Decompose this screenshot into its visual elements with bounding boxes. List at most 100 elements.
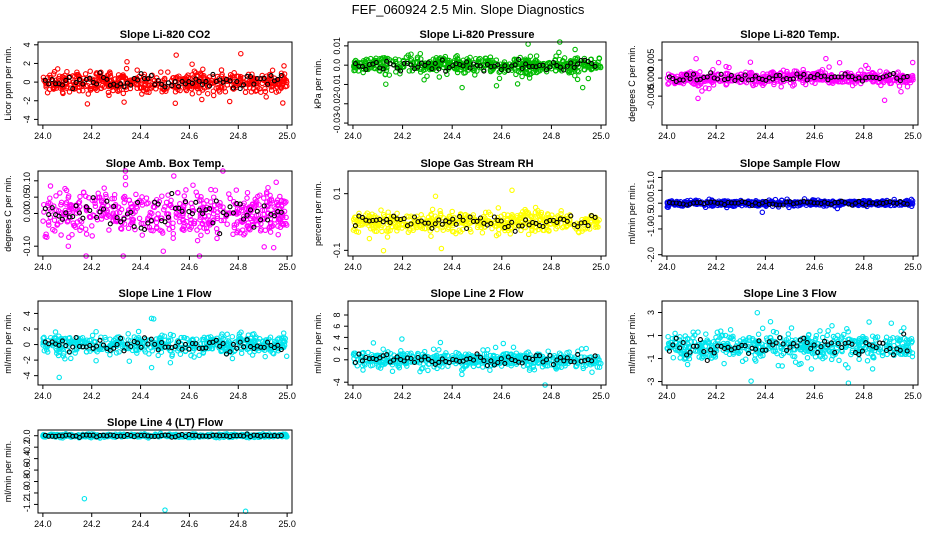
x-tick-label: 24.4 xyxy=(132,262,150,272)
data-point xyxy=(826,64,832,70)
reference-point xyxy=(261,75,267,81)
reference-point xyxy=(443,68,449,74)
reference-point xyxy=(512,228,518,234)
data-point xyxy=(436,347,442,353)
reference-point xyxy=(162,84,168,90)
data-point xyxy=(575,69,582,75)
reference-point xyxy=(59,82,65,88)
reference-point xyxy=(401,60,407,66)
data-point xyxy=(46,222,52,228)
reference-point xyxy=(73,80,79,86)
x-tick-label: 24.4 xyxy=(757,131,775,141)
data-point xyxy=(487,54,494,60)
y-tick-label: -0.01 xyxy=(332,74,342,95)
reference-point xyxy=(155,77,161,84)
reference-point xyxy=(179,78,185,84)
data-point xyxy=(175,86,181,93)
data-point xyxy=(453,58,460,65)
x-tick-label: 24.6 xyxy=(181,391,199,401)
x-tick-label: 24.8 xyxy=(543,391,561,401)
data-point xyxy=(93,357,99,364)
data-point xyxy=(434,226,440,233)
x-tick-label: 24.0 xyxy=(34,391,52,401)
y-tick-label: 4 xyxy=(22,311,32,316)
data-point xyxy=(430,346,437,352)
data-point xyxy=(360,69,366,76)
data-point xyxy=(126,358,133,364)
reference-point xyxy=(135,77,141,83)
plot-frame xyxy=(661,170,919,257)
data-point xyxy=(904,83,911,90)
data-point xyxy=(226,191,232,197)
data-points xyxy=(40,50,290,107)
data-point xyxy=(199,96,205,103)
reference-point xyxy=(592,63,598,69)
data-point xyxy=(84,101,91,107)
data-point xyxy=(279,82,285,88)
reference-point xyxy=(398,68,404,74)
data-point xyxy=(120,90,127,97)
data-point xyxy=(261,244,267,250)
x-tick-label: 24.0 xyxy=(34,262,52,272)
data-point xyxy=(436,74,443,80)
data-point xyxy=(89,332,96,339)
reference-point xyxy=(193,76,199,82)
reference-point xyxy=(460,63,466,69)
data-point xyxy=(459,371,465,378)
data-point xyxy=(519,73,525,80)
data-point xyxy=(523,58,529,65)
data-point xyxy=(77,193,83,200)
data-point xyxy=(106,92,112,99)
data-point xyxy=(581,66,587,73)
data-point xyxy=(865,65,871,72)
data-point xyxy=(104,203,111,209)
data-point xyxy=(244,195,250,201)
data-point xyxy=(278,70,285,76)
data-point xyxy=(173,52,179,58)
reference-point xyxy=(128,82,134,88)
data-point xyxy=(408,51,414,57)
y-tick-label: 8 xyxy=(332,312,342,317)
data-point xyxy=(140,87,147,94)
data-point xyxy=(528,71,534,77)
y-tick-label: 0.5 xyxy=(646,184,656,197)
data-point xyxy=(438,62,444,68)
data-point xyxy=(702,85,709,91)
data-point xyxy=(146,351,152,357)
data-point xyxy=(384,234,391,240)
data-point xyxy=(726,64,732,71)
y-tick-label: 0.01 xyxy=(332,37,342,55)
reference-point xyxy=(464,59,470,65)
y-tick-label: 4 xyxy=(22,42,32,47)
reference-point xyxy=(66,74,72,80)
reference-point xyxy=(121,84,127,90)
data-point xyxy=(230,75,236,81)
data-point xyxy=(788,325,795,331)
data-point xyxy=(98,85,105,91)
reference-point xyxy=(415,64,421,70)
reference-point xyxy=(561,67,567,73)
reference-point xyxy=(391,62,397,68)
data-point xyxy=(461,70,467,76)
reference-point xyxy=(436,66,442,72)
reference-point xyxy=(352,61,358,67)
data-point xyxy=(219,71,225,78)
x-tick-label: 24.8 xyxy=(855,131,873,141)
data-point xyxy=(383,81,389,87)
data-point xyxy=(441,57,447,63)
reference-point xyxy=(241,82,247,88)
reference-point xyxy=(429,66,435,72)
data-point xyxy=(475,57,482,63)
panel-4: Slope Amb. Box Temp.degrees C per min.24… xyxy=(3,158,296,272)
data-point xyxy=(278,85,284,91)
y-tick-label: 4 xyxy=(332,335,342,340)
plot-frame xyxy=(347,300,607,386)
y-tick-label: 0.00 xyxy=(22,205,32,223)
reference-point xyxy=(394,65,400,71)
y-tick-label: 0.005 xyxy=(646,49,656,72)
